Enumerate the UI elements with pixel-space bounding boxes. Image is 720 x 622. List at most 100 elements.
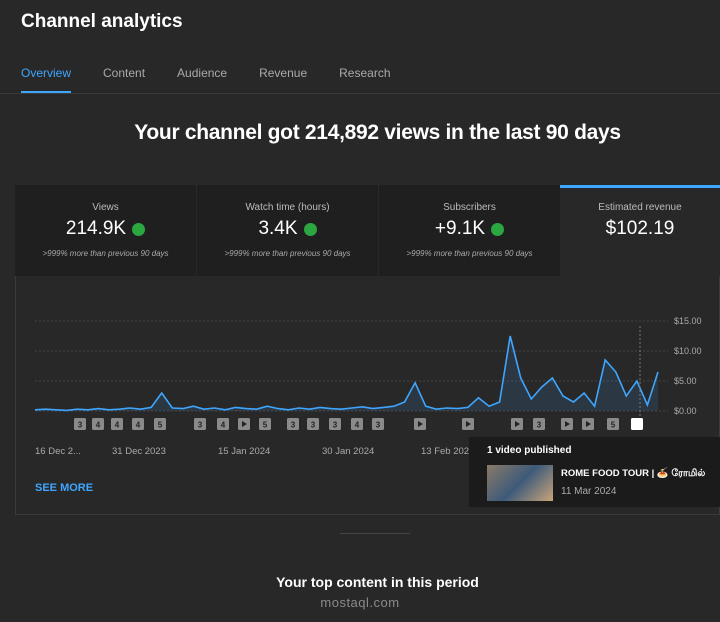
tab[interactable]: Research [339,66,391,80]
x-tick-label: 31 Dec 2023 [112,446,166,457]
marker-label: 5 [263,421,268,430]
video-date: 11 Mar 2024 [561,486,617,497]
video-marker[interactable] [631,418,643,430]
x-tick-label: 15 Jan 2024 [218,446,270,457]
marker-box [259,418,271,430]
video-marker[interactable] [582,418,594,430]
up-icon [303,222,317,236]
video-marker[interactable] [462,418,474,430]
marker-box [533,418,545,430]
marker-icon [565,421,570,427]
video-marker[interactable] [414,418,426,430]
tab[interactable]: Overview [21,66,72,94]
marker-label: 3 [376,421,381,430]
marker-label: 3 [291,421,296,430]
metric-card[interactable]: Watch time (hours) 3.4K >999% more than pr… [197,185,378,276]
video-marker[interactable]: 3 [194,418,206,430]
video-marker[interactable]: 4 [217,418,229,430]
marker-box [217,418,229,430]
metric-value: 3.4K [258,218,298,239]
marker-box [307,418,319,430]
metric-card[interactable]: Views 214.9K >999% more than previous 90 d… [15,185,196,276]
video-marker[interactable]: 5 [154,418,166,430]
video-marker[interactable]: 3 [533,418,545,430]
metric-label: Watch time (hours) [245,202,330,213]
marker-label: 3 [78,421,83,430]
video-marker[interactable]: 4 [92,418,104,430]
marker-box [194,418,206,430]
metric-note: >999% more than previous 90 days [42,249,169,258]
video-marker[interactable] [511,418,523,430]
video-marker[interactable]: 3 [287,418,299,430]
video-title[interactable]: ROME FOOD TOUR | 🍝 ரோமில் [561,468,706,479]
y-tick-label: $15.00 [674,316,702,326]
marker-icon [418,421,423,427]
marker-icon [515,421,520,427]
metric-value-row: 3.4K [197,218,378,240]
tab[interactable]: Content [103,66,146,80]
video-marker[interactable]: 4 [111,418,123,430]
video-marker[interactable]: 3 [329,418,341,430]
video-marker[interactable]: 5 [607,418,619,430]
metric-label: Estimated revenue [598,202,682,213]
metric-value: 214.9K [65,218,127,239]
up-icon [491,222,505,236]
marker-label: 4 [115,421,120,430]
marker-label: 3 [537,421,542,430]
video-marker[interactable]: 3 [372,418,384,430]
y-tick-label: $10.00 [674,346,702,356]
y-tick-label: $0.00 [674,406,697,416]
marker-label: 3 [333,421,338,430]
video-marker[interactable]: 3 [74,418,86,430]
video-marker[interactable] [238,418,250,430]
metric-note: >999% more than previous 90 days [224,249,351,258]
revenue-chart: $0.00 $5.00 $10.00 $15.00 3 4 4 4 5 3 4 5 3 3 3 4 3 3 5 16 … [34,316,702,457]
marker-box [92,418,104,430]
metric-note: >999% more than previous 90 days [406,249,533,258]
see-more-link[interactable]: SEE MORE [35,482,94,494]
marker-box [631,418,643,430]
x-tick-label: 16 Dec 2... [35,446,81,457]
metric-value: $102.19 [605,218,675,239]
marker-label: 4 [355,421,360,430]
page-title: Channel analytics [21,11,183,32]
marker-box [111,418,123,430]
headline: Your channel got 214,892 views in the la… [134,121,621,144]
video-marker[interactable]: 3 [307,418,319,430]
marker-box [154,418,166,430]
marker-label: 3 [198,421,203,430]
marker-box [74,418,86,430]
tab[interactable]: Audience [177,66,228,80]
marker-box [329,418,341,430]
video-marker[interactable]: 5 [259,418,271,430]
marker-label: 5 [158,421,163,430]
metric-value-row: $102.19 [560,218,720,240]
y-tick-label: $5.00 [674,376,697,386]
video-marker[interactable]: 4 [351,418,363,430]
video-thumbnail [487,465,553,501]
marker-box [132,418,144,430]
marker-label: 4 [96,421,101,430]
metric-label: Views [92,202,119,213]
marker-label: 4 [221,421,226,430]
marker-box [372,418,384,430]
area [35,336,658,411]
x-tick-label: 30 Jan 2024 [322,446,374,457]
video-marker[interactable]: 4 [132,418,144,430]
marker-icon [242,421,247,427]
tabs: Overview Content Audience Revenue Research [21,66,423,94]
tooltip-title: 1 video published [487,445,572,456]
video-marker[interactable] [561,418,573,430]
tab-divider [0,93,720,94]
metric-label: Subscribers [443,202,496,213]
metric-card[interactable]: Estimated revenue $102.19 [560,185,720,276]
up-icon [132,222,146,236]
metric-value-row: +9.1K [379,218,560,240]
tab[interactable]: Revenue [259,66,308,80]
section-title: Your top content in this period [276,574,479,590]
marker-box [351,418,363,430]
marker-label: 5 [611,421,616,430]
marker-box [607,418,619,430]
metric-card[interactable]: Subscribers +9.1K >999% more than previous… [379,185,560,276]
